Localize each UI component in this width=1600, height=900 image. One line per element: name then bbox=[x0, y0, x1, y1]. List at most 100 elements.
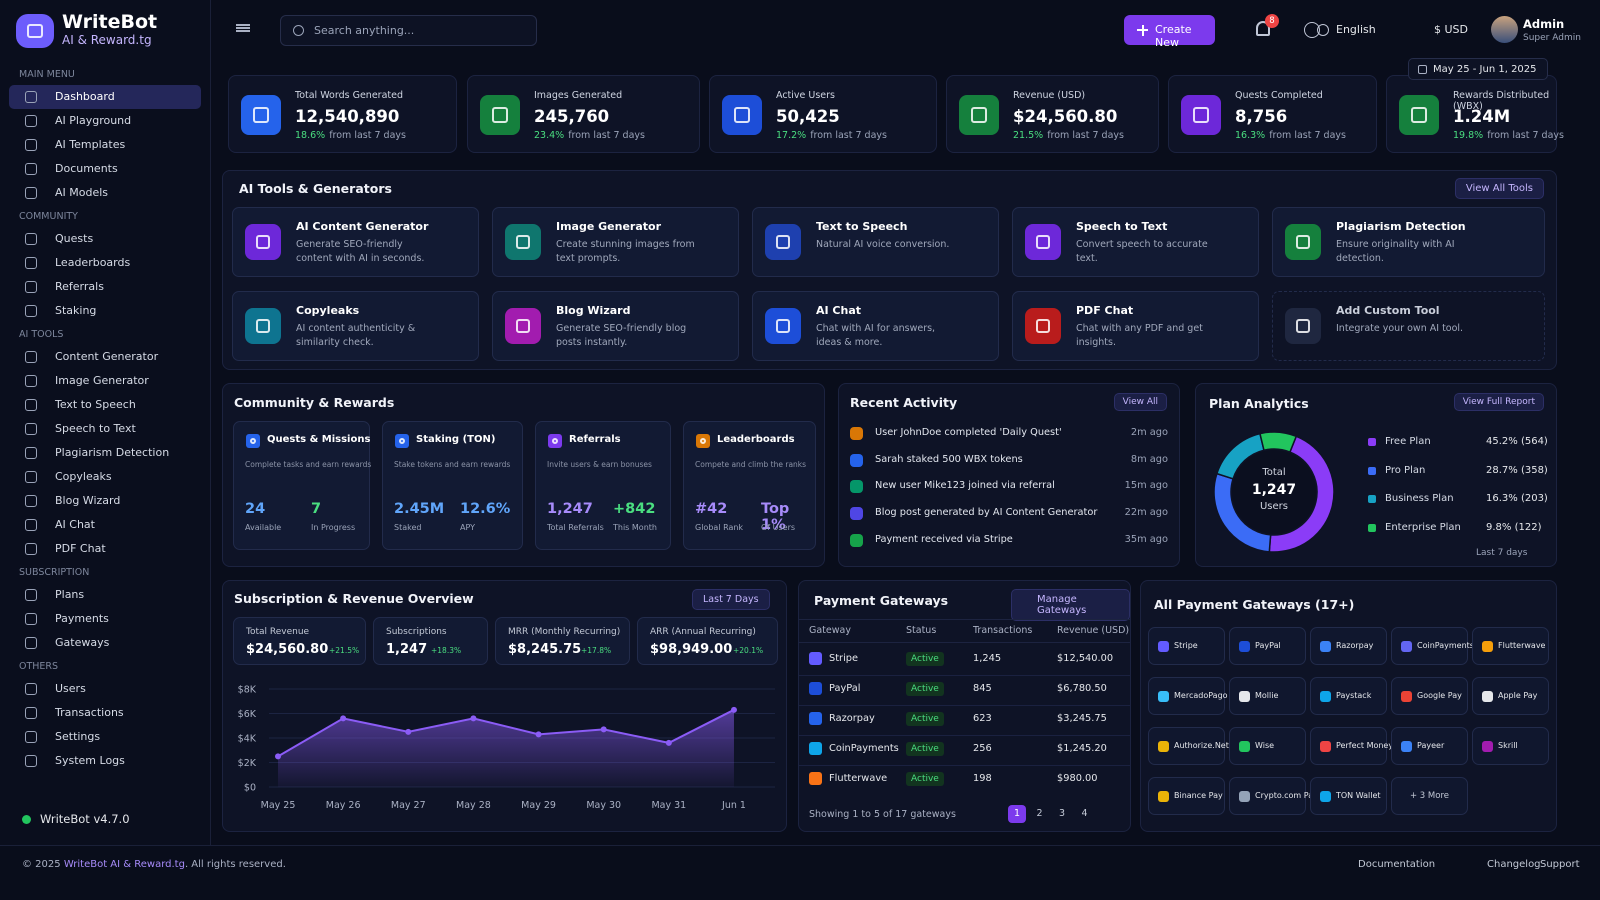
nav-item[interactable]: Referrals bbox=[9, 275, 201, 299]
page-button[interactable]: 1 bbox=[1008, 805, 1026, 823]
nav-item[interactable]: PDF Chat bbox=[9, 537, 201, 561]
more-tile[interactable]: + 3 More bbox=[1391, 777, 1468, 815]
page-button[interactable]: 2 bbox=[1036, 808, 1043, 819]
nav-item[interactable]: Documents bbox=[9, 157, 201, 181]
nav-section-title: AI TOOLS bbox=[19, 329, 64, 340]
nav-item[interactable]: Users bbox=[9, 677, 201, 701]
nav-item[interactable]: Text to Speech bbox=[9, 393, 201, 417]
tool-card[interactable]: AI Content Generator Generate SEO-friendl… bbox=[232, 207, 479, 277]
nav-item[interactable]: Staking bbox=[9, 299, 201, 323]
stat-note: from last 7 days bbox=[810, 130, 887, 141]
tool-card[interactable]: PDF Chat Chat with any PDF and get insigh… bbox=[1012, 291, 1259, 361]
nav-item[interactable]: Image Generator bbox=[9, 369, 201, 393]
footer-link[interactable]: Documentation bbox=[1358, 859, 1436, 870]
nav-item[interactable]: AI Models bbox=[9, 181, 201, 205]
tool-card[interactable]: Add Custom Tool Integrate your own AI too… bbox=[1272, 291, 1545, 361]
activity-icon bbox=[850, 507, 863, 521]
gateway-tile[interactable]: Paystack bbox=[1310, 677, 1387, 715]
bell-icon[interactable] bbox=[1256, 21, 1270, 36]
table-header-bg bbox=[799, 619, 1130, 643]
gateway-tile[interactable]: Crypto.com Pay bbox=[1229, 777, 1318, 815]
nav-item[interactable]: Quests bbox=[9, 227, 201, 251]
nav-item[interactable]: Dashboard bbox=[9, 85, 201, 109]
gateway-tile[interactable]: Binance Pay bbox=[1148, 777, 1225, 815]
tool-card[interactable]: Image Generator Create stunning images fr… bbox=[492, 207, 739, 277]
plan-period[interactable]: Last 7 days bbox=[1476, 548, 1528, 558]
activity-icon bbox=[850, 480, 863, 494]
nav-item[interactable]: Transactions bbox=[9, 701, 201, 725]
community-name: Staking (TON) bbox=[416, 434, 496, 445]
community-icon bbox=[696, 434, 710, 448]
logo-icon bbox=[16, 14, 54, 48]
nav-item[interactable]: AI Playground bbox=[9, 109, 201, 133]
gateway-tile[interactable]: PayPal bbox=[1229, 627, 1306, 665]
date-range[interactable]: May 25 - Jun 1, 2025 bbox=[1408, 58, 1548, 80]
gateway-tile[interactable]: TON Wallet bbox=[1310, 777, 1387, 815]
stat-change: 19.8% bbox=[1453, 130, 1484, 141]
gateway-tile-name: Payeer bbox=[1417, 741, 1445, 750]
plan-report[interactable]: View Full Report bbox=[1453, 393, 1544, 411]
tool-icon bbox=[245, 308, 281, 344]
nav-item[interactable]: Blog Wizard bbox=[9, 489, 201, 513]
x-tick-label: May 27 bbox=[391, 800, 426, 811]
view-all-tools[interactable]: View All Tools bbox=[1454, 178, 1544, 199]
gateway-tile[interactable]: Razorpay bbox=[1310, 627, 1387, 665]
gateway-tile[interactable]: MercadoPago bbox=[1148, 677, 1228, 715]
gateway-tile[interactable]: Wise bbox=[1229, 727, 1306, 765]
gateway-tile[interactable]: Mollie bbox=[1229, 677, 1306, 715]
gateway-tile[interactable]: Google Pay bbox=[1391, 677, 1468, 715]
kpi-label: Total Revenue bbox=[246, 627, 310, 637]
gateway-tile[interactable]: Flutterwave bbox=[1472, 627, 1549, 665]
search-placeholder: Search anything... bbox=[314, 24, 415, 37]
tool-card[interactable]: Plagiarism Detection Ensure originality w… bbox=[1272, 207, 1545, 277]
nav-item[interactable]: Plagiarism Detection bbox=[9, 441, 201, 465]
create-button[interactable]: Create New bbox=[1124, 15, 1215, 49]
language[interactable]: English bbox=[1336, 23, 1376, 36]
footer-link[interactable]: Support bbox=[1540, 859, 1580, 870]
gateway-tile[interactable]: Payeer bbox=[1391, 727, 1468, 765]
tool-card[interactable]: AI Chat Chat with AI for answers, ideas &… bbox=[752, 291, 999, 361]
gateway-tile[interactable]: Authorize.Net bbox=[1148, 727, 1229, 765]
nav-item[interactable]: Gateways bbox=[9, 631, 201, 655]
nav-item[interactable]: AI Templates bbox=[9, 133, 201, 157]
stat-label: Active Users bbox=[776, 90, 836, 101]
community-stat-value: 12.6% bbox=[460, 501, 511, 517]
nav-item[interactable]: Speech to Text bbox=[9, 417, 201, 441]
tool-card[interactable]: Copyleaks AI content authenticity & simil… bbox=[232, 291, 479, 361]
donut-center-label: Total bbox=[1261, 467, 1285, 478]
table-cell: 845 bbox=[973, 683, 992, 694]
activity-view-all[interactable]: View All bbox=[1113, 393, 1167, 411]
currency[interactable]: $ USD bbox=[1434, 23, 1468, 36]
copyright-link[interactable]: WriteBot AI & Reward.tg bbox=[63, 859, 185, 870]
page-button[interactable]: 4 bbox=[1081, 808, 1088, 819]
x-tick-label: May 29 bbox=[521, 800, 556, 811]
gateway-tile[interactable]: Stripe bbox=[1148, 627, 1225, 665]
nav-item[interactable]: Plans bbox=[9, 583, 201, 607]
community-name: Quests & Missions bbox=[267, 434, 371, 445]
nav-item[interactable]: Content Generator bbox=[9, 345, 201, 369]
footer-link[interactable]: Changelog bbox=[1487, 859, 1541, 870]
nav-item[interactable]: System Logs bbox=[9, 749, 201, 773]
gateway-tile[interactable]: Apple Pay bbox=[1472, 677, 1549, 715]
manage-gateways[interactable]: Manage Gateways bbox=[1011, 589, 1130, 621]
nav-item[interactable]: Leaderboards bbox=[9, 251, 201, 275]
revenue-period[interactable]: Last 7 Days bbox=[692, 589, 770, 610]
gateway-tile-logo bbox=[1401, 741, 1412, 752]
page-button[interactable]: 3 bbox=[1058, 808, 1066, 819]
tool-card[interactable]: Speech to Text Convert speech to accurate… bbox=[1012, 207, 1259, 277]
gateway-tile[interactable]: CoinPayments bbox=[1391, 627, 1474, 665]
gateway-tile[interactable]: Perfect Money bbox=[1310, 727, 1393, 765]
nav-item[interactable]: Settings bbox=[9, 725, 201, 749]
tool-card[interactable]: Blog Wizard Generate SEO-friendly blog po… bbox=[492, 291, 739, 361]
search-box[interactable]: Search anything... bbox=[280, 15, 537, 46]
community-stat-value: 1,247 bbox=[547, 501, 593, 517]
tool-card[interactable]: Text to Speech Natural AI voice conversio… bbox=[752, 207, 999, 277]
gateway-tile[interactable]: Skrill bbox=[1472, 727, 1549, 765]
tool-desc: Generate SEO-friendly blog posts instant… bbox=[556, 323, 687, 348]
nav-item[interactable]: Payments bbox=[9, 607, 201, 631]
table-cell: Flutterwave bbox=[829, 773, 888, 784]
stat-note: from last 7 days bbox=[1269, 130, 1346, 141]
nav-item[interactable]: Copyleaks bbox=[9, 465, 201, 489]
nav-item[interactable]: AI Chat bbox=[9, 513, 201, 537]
activity-time: 15m ago bbox=[1124, 480, 1168, 492]
